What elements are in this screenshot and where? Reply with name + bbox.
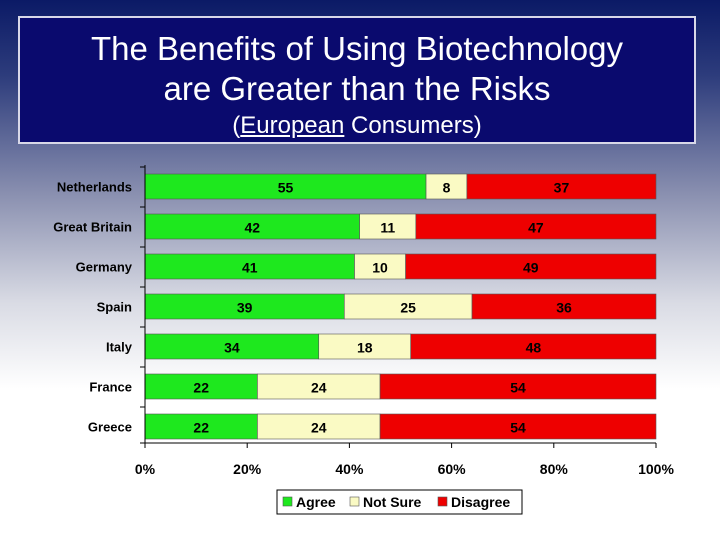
x-tick-label-80pct: 80% <box>540 461 569 477</box>
subtitle-open-paren: ( <box>232 112 241 139</box>
legend-label-not-sure: Not Sure <box>363 494 422 510</box>
data-label-spain-disagree: 36 <box>556 300 572 316</box>
legend-label-disagree: Disagree <box>451 494 510 510</box>
data-label-spain-not-sure: 25 <box>400 300 416 316</box>
bar-great-britain-agree <box>144 213 360 240</box>
x-tick-label-0pct: 0% <box>135 461 156 477</box>
category-label-great-britain: Great Britain <box>53 220 132 235</box>
data-label-great-britain-not-sure: 11 <box>380 220 395 236</box>
category-label-italy: Italy <box>106 340 133 355</box>
data-label-netherlands-agree: 55 <box>278 180 294 196</box>
data-label-great-britain-disagree: 47 <box>528 220 544 236</box>
legend-label-agree: Agree <box>296 494 336 510</box>
bar-germany-disagree <box>405 253 657 280</box>
subtitle-underlined-word: European <box>240 112 345 139</box>
category-label-netherlands: Netherlands <box>57 180 132 195</box>
data-label-france-not-sure: 24 <box>311 380 327 396</box>
data-label-greece-agree: 22 <box>193 420 209 436</box>
legend-box <box>276 489 523 515</box>
legend-swatch-agree <box>282 496 293 507</box>
bar-france-disagree <box>379 373 657 400</box>
bar-italy-agree <box>144 333 320 360</box>
chart-title-line-2: are Greater than the Risks <box>163 70 551 107</box>
data-label-germany-agree: 41 <box>242 260 258 276</box>
data-label-netherlands-not-sure: 8 <box>443 180 451 196</box>
bar-germany-agree <box>144 253 355 280</box>
category-label-germany: Germany <box>76 260 133 275</box>
bar-greece-agree <box>144 413 258 440</box>
title-box: The Benefits of Using Biotechnology are … <box>18 16 696 144</box>
data-label-great-britain-agree: 42 <box>245 220 261 236</box>
category-label-greece: Greece <box>88 420 132 435</box>
bar-spain-not-sure <box>343 293 473 320</box>
bar-great-britain-not-sure <box>359 213 417 240</box>
category-label-spain: Spain <box>97 300 132 315</box>
bar-spain-disagree <box>471 293 657 320</box>
data-label-germany-not-sure: 10 <box>372 260 388 276</box>
bar-great-britain-disagree <box>415 213 657 240</box>
legend-swatch-disagree <box>437 496 448 507</box>
data-label-greece-not-sure: 24 <box>311 420 327 436</box>
data-label-greece-disagree: 54 <box>510 420 526 436</box>
x-tick-label-60pct: 60% <box>438 461 467 477</box>
bar-netherlands-disagree <box>466 173 657 200</box>
x-tick-label-40pct: 40% <box>335 461 364 477</box>
bar-france-not-sure <box>257 373 381 400</box>
data-label-spain-agree: 39 <box>237 300 253 316</box>
category-label-france: France <box>89 380 132 395</box>
data-label-germany-disagree: 49 <box>523 260 539 276</box>
data-label-italy-disagree: 48 <box>526 340 542 356</box>
x-tick-label-20pct: 20% <box>233 461 262 477</box>
legend-swatch-not-sure <box>349 496 360 507</box>
bar-greece-disagree <box>379 413 657 440</box>
bar-italy-disagree <box>410 333 657 360</box>
data-label-france-disagree: 54 <box>510 380 526 396</box>
bar-italy-not-sure <box>318 333 412 360</box>
bar-spain-agree <box>144 293 345 320</box>
chart-subtitle: (European Consumers) <box>20 112 694 140</box>
bar-france-agree <box>144 373 258 400</box>
subtitle-rest: Consumers) <box>344 112 482 139</box>
data-label-netherlands-disagree: 37 <box>554 180 570 196</box>
bar-greece-not-sure <box>257 413 381 440</box>
data-label-italy-agree: 34 <box>224 340 240 356</box>
data-label-france-agree: 22 <box>193 380 209 396</box>
data-label-italy-not-sure: 18 <box>357 340 373 356</box>
chart-title-line-1: The Benefits of Using Biotechnology <box>91 30 623 67</box>
x-tick-label-100pct: 100% <box>638 461 674 477</box>
